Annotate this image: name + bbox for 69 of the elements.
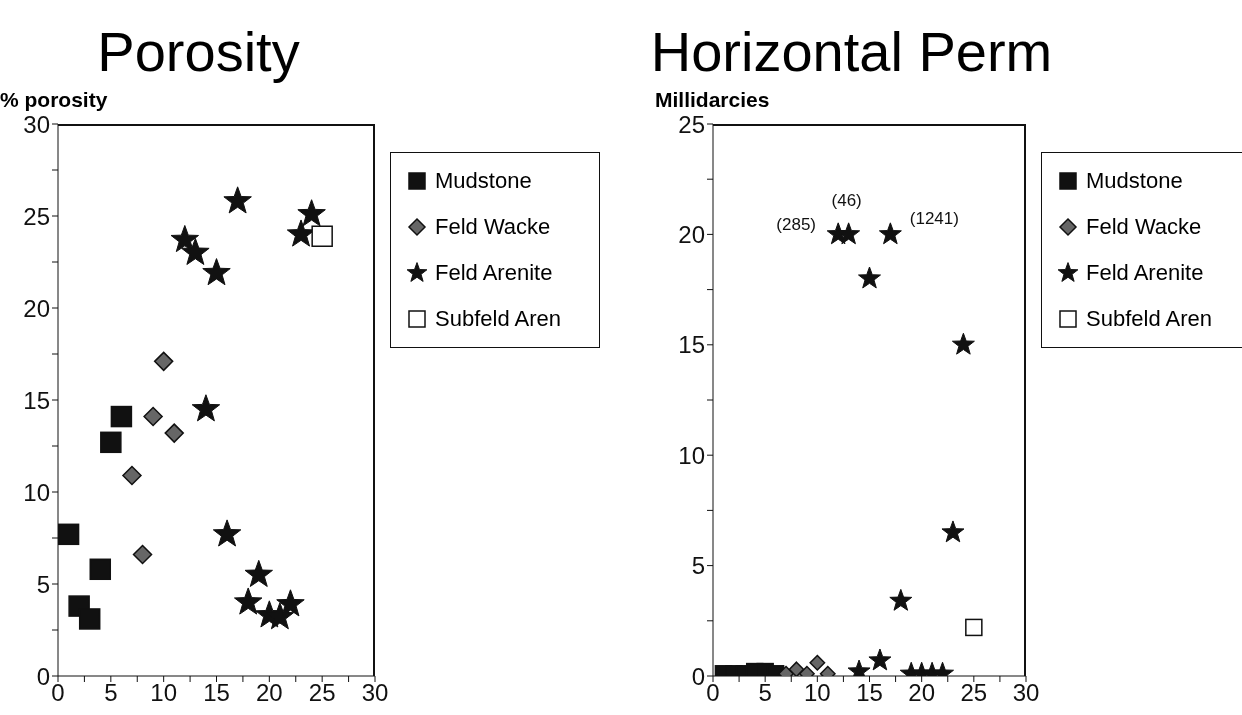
point: [297, 199, 326, 227]
y-tick-label: 25: [678, 110, 705, 138]
legend-label: Subfeld Aren: [1086, 306, 1212, 331]
y-tick-label: 5: [691, 552, 705, 580]
chart-title: Porosity: [96, 20, 301, 83]
point: [889, 588, 913, 611]
point: [941, 520, 965, 543]
x-tick-label: 25: [960, 679, 988, 707]
point: [100, 431, 122, 454]
point: [788, 661, 805, 676]
y-tick-label: 20: [678, 220, 705, 248]
y-tick-label: 15: [23, 386, 50, 414]
y-tick-label: 0: [691, 662, 705, 690]
point: [223, 186, 252, 214]
point: [858, 266, 881, 289]
point: [233, 587, 263, 615]
point: [878, 222, 902, 245]
x-tick-label: 20: [255, 679, 283, 707]
y-tick-label: 30: [23, 110, 50, 138]
x-tick-label: 15: [203, 679, 230, 707]
chart-title: Horizontal Perm: [649, 20, 1054, 83]
point: [202, 258, 231, 286]
point: [191, 394, 221, 422]
point: [153, 351, 174, 372]
point: [58, 523, 80, 546]
x-tick-label: 15: [856, 679, 883, 707]
x-tick-label: 30: [1012, 679, 1040, 707]
y-tick-label: 10: [23, 478, 50, 506]
point: [170, 224, 200, 253]
y-tick-label: 25: [23, 202, 50, 230]
y-tick-label: 20: [23, 294, 50, 322]
legend-label: Subfeld Aren: [435, 306, 561, 331]
x-tick-label: 5: [104, 679, 118, 707]
x-tick-label: 25: [308, 679, 336, 707]
point: [244, 559, 273, 587]
x-tick-label: 10: [803, 679, 831, 707]
point: [78, 608, 101, 630]
point: [837, 222, 861, 245]
annotation: (1241): [909, 209, 959, 229]
annotation: (285): [776, 215, 817, 235]
y-tick-label: 5: [36, 570, 50, 598]
legend-label: Feld Wacke: [435, 214, 551, 239]
point: [311, 225, 333, 247]
legend-label: Feld Wacke: [1086, 214, 1202, 239]
annotation: (46): [831, 191, 862, 211]
point: [110, 405, 133, 428]
y-tick-label: 0: [36, 662, 50, 690]
y-axis-title: Millidarcies: [655, 88, 770, 112]
x-tick-label: 30: [361, 679, 389, 707]
point: [181, 237, 210, 265]
y-tick-label: 10: [678, 441, 705, 469]
legend-label: Mudstone: [1086, 168, 1183, 193]
legend-label: Feld Arenite: [1086, 260, 1204, 285]
y-tick-label: 15: [678, 331, 705, 359]
point: [276, 589, 305, 617]
point: [143, 406, 163, 427]
point: [951, 332, 975, 355]
point: [89, 558, 112, 581]
legend-label: Mudstone: [435, 168, 532, 193]
point: [868, 648, 892, 671]
y-axis-title: % porosity: [0, 88, 108, 112]
x-tick-label: 10: [150, 679, 178, 707]
x-tick-label: 5: [758, 679, 772, 707]
point: [212, 519, 242, 547]
legend-label: Feld Arenite: [435, 260, 553, 285]
x-tick-label: 20: [908, 679, 936, 707]
point: [132, 544, 153, 565]
point: [122, 465, 142, 486]
point: [164, 423, 184, 443]
